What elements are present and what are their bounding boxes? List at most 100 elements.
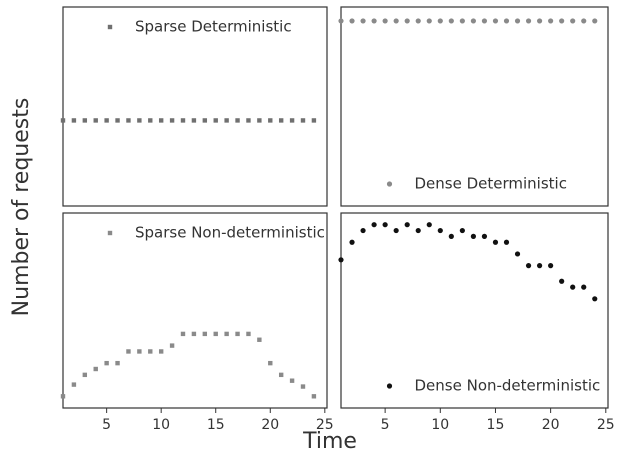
legend-label: Dense Deterministic bbox=[415, 175, 567, 193]
point bbox=[492, 18, 499, 24]
point bbox=[246, 118, 251, 123]
axes-frame bbox=[340, 6, 609, 207]
point bbox=[202, 118, 208, 123]
x-tick-label: 5 bbox=[102, 417, 111, 433]
point bbox=[289, 378, 295, 383]
point bbox=[338, 18, 344, 24]
point bbox=[581, 18, 587, 24]
point bbox=[426, 18, 432, 24]
point bbox=[470, 233, 476, 239]
point bbox=[137, 349, 142, 354]
point bbox=[536, 18, 543, 24]
legend-marker bbox=[107, 230, 113, 236]
point bbox=[224, 331, 229, 337]
point bbox=[213, 118, 218, 123]
point bbox=[459, 18, 465, 24]
point bbox=[235, 331, 240, 337]
point bbox=[514, 18, 521, 24]
point bbox=[448, 18, 454, 24]
point bbox=[371, 222, 377, 228]
point bbox=[481, 18, 488, 24]
point bbox=[393, 227, 399, 234]
point bbox=[257, 337, 262, 342]
point bbox=[481, 233, 488, 239]
point bbox=[349, 239, 355, 245]
point bbox=[202, 331, 208, 337]
point bbox=[415, 18, 421, 24]
point bbox=[289, 118, 295, 123]
legend-marker bbox=[107, 24, 113, 30]
legend-marker bbox=[386, 383, 393, 389]
point bbox=[311, 394, 317, 399]
point bbox=[180, 331, 186, 337]
point bbox=[536, 263, 543, 269]
point bbox=[311, 118, 317, 123]
point bbox=[382, 222, 388, 228]
point bbox=[581, 284, 587, 290]
point bbox=[191, 331, 197, 337]
y-axis-label: Number of requests bbox=[9, 98, 34, 317]
point bbox=[470, 18, 476, 24]
point bbox=[278, 118, 284, 123]
point bbox=[82, 118, 88, 123]
point bbox=[169, 343, 175, 348]
point bbox=[82, 372, 88, 378]
point bbox=[268, 118, 273, 123]
point bbox=[104, 360, 109, 366]
axes-frame bbox=[340, 212, 609, 409]
point bbox=[570, 284, 576, 290]
point bbox=[93, 118, 98, 123]
point bbox=[60, 394, 66, 399]
point bbox=[300, 384, 306, 389]
point bbox=[503, 18, 510, 24]
legend-label: Dense Non-deterministic bbox=[415, 377, 601, 395]
point bbox=[437, 227, 443, 234]
point bbox=[492, 239, 499, 245]
x-tick-label: 5 bbox=[381, 417, 390, 433]
point bbox=[224, 118, 229, 123]
point bbox=[559, 278, 565, 284]
point bbox=[592, 296, 598, 302]
point bbox=[71, 382, 77, 387]
x-tick-label: 15 bbox=[487, 417, 505, 433]
point bbox=[126, 349, 131, 354]
x-axis-label: Time bbox=[302, 429, 357, 452]
point bbox=[548, 18, 554, 24]
point bbox=[104, 118, 109, 123]
point bbox=[158, 349, 164, 354]
x-tick-label: 20 bbox=[542, 417, 560, 433]
point bbox=[278, 372, 284, 378]
point bbox=[360, 227, 366, 234]
legend-label: Sparse Deterministic bbox=[135, 18, 292, 36]
point bbox=[115, 360, 120, 366]
point bbox=[459, 227, 465, 234]
point bbox=[338, 257, 344, 263]
point bbox=[349, 18, 355, 24]
axes-frame bbox=[62, 212, 328, 409]
point bbox=[592, 18, 598, 24]
point bbox=[525, 18, 532, 24]
legend-marker bbox=[386, 181, 393, 187]
point bbox=[382, 18, 388, 24]
point bbox=[191, 118, 197, 123]
point bbox=[426, 222, 432, 228]
point bbox=[503, 239, 510, 245]
axes-frame bbox=[62, 6, 328, 207]
point bbox=[148, 118, 153, 123]
point bbox=[137, 118, 142, 123]
point bbox=[448, 233, 454, 239]
point bbox=[559, 18, 565, 24]
x-tick-label: 10 bbox=[152, 417, 170, 433]
point bbox=[246, 331, 251, 337]
legend-label: Sparse Non-deterministic bbox=[135, 224, 325, 242]
point bbox=[300, 118, 306, 123]
point bbox=[404, 222, 410, 228]
point bbox=[257, 118, 262, 123]
point bbox=[437, 18, 443, 24]
point bbox=[71, 118, 77, 123]
point bbox=[60, 118, 66, 123]
point bbox=[514, 251, 521, 257]
point bbox=[235, 118, 240, 123]
point bbox=[158, 118, 164, 123]
point bbox=[213, 331, 218, 337]
